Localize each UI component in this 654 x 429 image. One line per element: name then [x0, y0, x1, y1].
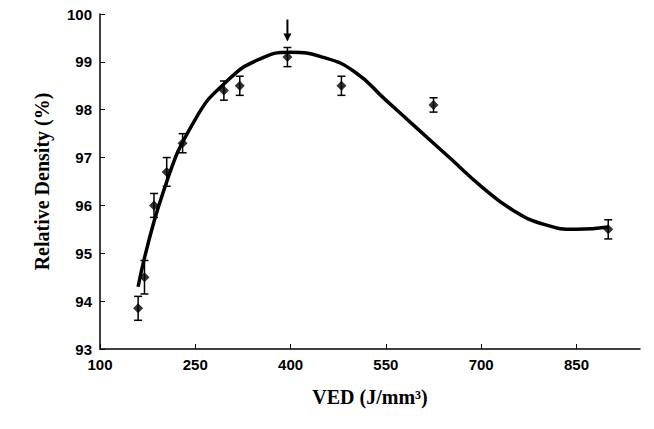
svg-text:95: 95	[75, 245, 92, 262]
svg-text:99: 99	[75, 53, 92, 70]
svg-text:94: 94	[75, 293, 92, 310]
svg-text:400: 400	[278, 356, 303, 373]
svg-text:Relative Density (%): Relative Density (%)	[31, 93, 54, 271]
svg-text:98: 98	[75, 101, 92, 118]
svg-text:96: 96	[75, 197, 92, 214]
svg-text:100: 100	[87, 356, 112, 373]
svg-text:250: 250	[183, 356, 208, 373]
svg-text:93: 93	[75, 341, 92, 358]
svg-text:700: 700	[469, 356, 494, 373]
svg-text:550: 550	[373, 356, 398, 373]
svg-text:850: 850	[564, 356, 589, 373]
svg-text:97: 97	[75, 149, 92, 166]
svg-text:VED (J/mm³): VED (J/mm³)	[312, 386, 427, 409]
svg-text:100: 100	[67, 6, 92, 23]
